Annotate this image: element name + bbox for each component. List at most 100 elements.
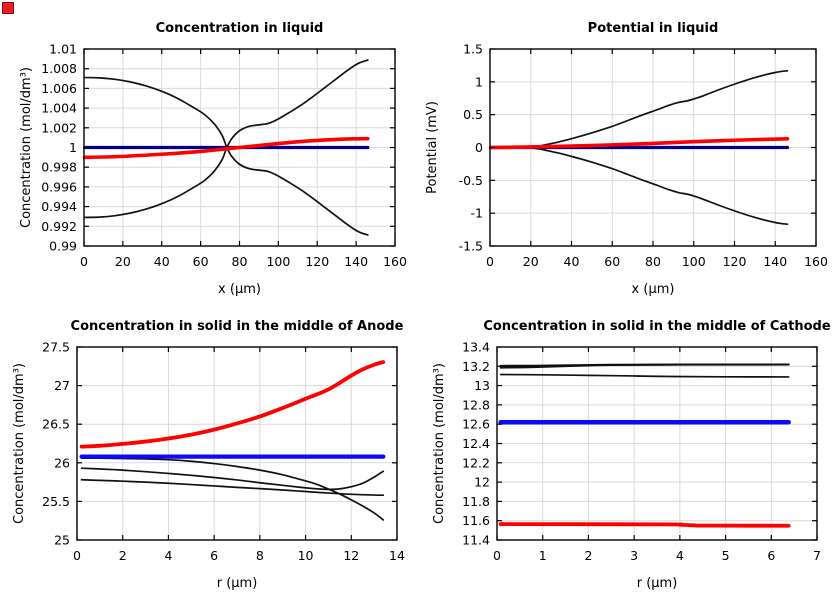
- plot-labels: 0 20 40 60 80 100 120 140 160 -1.5 -1 -0.5 0 0.5 1 1.5 P…: [425, 21, 828, 297]
- curve-black-gentle-flat: [80, 478, 385, 497]
- curve-black-valley-rising: [80, 467, 385, 491]
- x-tick-label: 5: [722, 548, 730, 563]
- x-tick-label: 120: [723, 254, 747, 269]
- curves: [79, 360, 386, 521]
- y-tick-label: 25.5: [42, 494, 70, 509]
- y-tick-label: 1.004: [41, 101, 77, 116]
- x-tick-label: 0: [493, 548, 501, 563]
- x-tick-label: 100: [682, 254, 706, 269]
- x-tick-label: 40: [154, 254, 170, 269]
- y-tick-label: 0.992: [41, 219, 77, 234]
- x-tick-label: 14: [389, 548, 405, 563]
- y-tick-label: 1: [69, 140, 77, 155]
- y-tick-label: 0.994: [41, 199, 77, 214]
- y-tick-label: 1.5: [463, 42, 483, 57]
- y-tick-label: 25: [54, 533, 70, 548]
- y-tick-label: 0: [475, 140, 483, 155]
- y-tick-label: 12.8: [462, 397, 490, 412]
- y-tick-label: 26.5: [42, 417, 70, 432]
- y-tick-label: 12: [474, 475, 490, 490]
- y-tick-label: 11.4: [462, 533, 490, 548]
- curves: [82, 59, 370, 236]
- y-axis-label: Concentration (mol/dm³): [12, 363, 27, 524]
- y-tick-label: 1.006: [41, 81, 77, 96]
- y-tick-label: 0.5: [463, 107, 483, 122]
- x-axis-label: x (μm): [632, 282, 675, 297]
- y-tick-label: 1.002: [41, 120, 77, 135]
- y-tick-label: 11.8: [462, 494, 490, 509]
- x-tick-label: 100: [266, 254, 290, 269]
- x-tick-label: 120: [305, 254, 329, 269]
- y-tick-label: 0.996: [41, 179, 77, 194]
- curve-black-top-lower: [499, 363, 790, 369]
- x-tick-label: 6: [767, 548, 775, 563]
- x-tick-label: 8: [256, 548, 264, 563]
- y-axis-label: Potential (mV): [425, 101, 440, 194]
- red-marker: [2, 2, 14, 14]
- chart-potential-in-liquid: 0 20 40 60 80 100 120 140 160 -1.5 -1 -0.5 0 0.5 1 1.5 P…: [425, 21, 828, 297]
- y-tick-label: -1: [471, 206, 483, 221]
- x-tick-label: 140: [344, 254, 368, 269]
- y-tick-label: 1: [475, 74, 483, 89]
- plot-title: Concentration in solid in the middle of …: [483, 319, 831, 334]
- y-tick-label: 12.6: [462, 417, 490, 432]
- x-tick-label: 4: [164, 548, 172, 563]
- axis-ticks: [76, 346, 398, 541]
- y-tick-label: 1.008: [41, 61, 77, 76]
- curve-black-ascending: [83, 59, 369, 219]
- y-tick-label: 27: [54, 378, 70, 393]
- y-tick-label: 26: [54, 455, 70, 470]
- curve-black-steep-descending: [80, 457, 385, 521]
- chart-concentration-solid-anode: 0 2 4 6 8 10 12 142525.52626.52727.5Concentrati…: [12, 319, 405, 591]
- curve-black-middle: [499, 373, 790, 378]
- x-tick-label: 0: [73, 548, 81, 563]
- y-tick-label: 1.01: [49, 42, 77, 57]
- curve-red-rising: [82, 136, 370, 160]
- x-tick-label: 0: [80, 254, 88, 269]
- x-tick-label: 140: [763, 254, 787, 269]
- plot-title: Concentration in liquid: [156, 21, 324, 36]
- curve-black-descending: [83, 76, 369, 236]
- plot-frame: [76, 346, 398, 541]
- x-tick-label: 6: [210, 548, 218, 563]
- x-tick-label: 7: [813, 548, 821, 563]
- plot-labels: 0 20 40 60 80 100 120 140 160 0.99 0.992 0.994 0.996…: [19, 21, 407, 297]
- plot-title: Potential in liquid: [588, 21, 719, 36]
- curve-black-upper: [489, 69, 789, 149]
- gridlines: [497, 347, 817, 540]
- y-tick-label: -0.5: [459, 173, 483, 188]
- x-axis-label: r (μm): [637, 576, 678, 591]
- curve-red-s-curve: [79, 360, 386, 449]
- curve-red-step: [498, 522, 791, 528]
- chart-concentration-solid-cathode: 0 1 2 3 4 5 6 711.411.611.81212.212.412.612.813…: [432, 319, 831, 591]
- x-tick-label: 160: [383, 254, 407, 269]
- x-tick-label: 3: [630, 548, 638, 563]
- y-tick-label: 0.99: [49, 239, 77, 254]
- chart-concentration-in-liquid: 0 20 40 60 80 100 120 140 160 0.99 0.992 0.994 0.996…: [19, 21, 407, 297]
- x-tick-label: 20: [523, 254, 539, 269]
- x-tick-label: 160: [804, 254, 828, 269]
- y-axis-label: Concentration (mol/dm³): [432, 363, 447, 524]
- y-tick-label: 13.4: [462, 340, 490, 355]
- y-tick-label: -1.5: [459, 239, 483, 254]
- curves: [488, 69, 790, 226]
- y-axis-label: Concentration (mol/dm³): [19, 67, 34, 228]
- x-tick-label: 60: [604, 254, 620, 269]
- x-axis-label: r (μm): [217, 576, 258, 591]
- x-tick-label: 60: [193, 254, 209, 269]
- x-tick-label: 4: [676, 548, 684, 563]
- x-axis-label: x (μm): [218, 282, 261, 297]
- plot-labels: 0 1 2 3 4 5 6 711.411.611.81212.212.412.612.813…: [432, 319, 831, 591]
- curve-red-rising: [488, 137, 790, 150]
- plot-labels: 0 2 4 6 8 10 12 142525.52626.52727.5Concentrati…: [12, 319, 405, 591]
- y-tick-label: 12.4: [462, 436, 490, 451]
- plot-title: Concentration in solid in the middle of …: [71, 319, 404, 334]
- y-tick-label: 0.998: [41, 160, 77, 175]
- axis-ticks: [83, 48, 396, 247]
- x-tick-label: 10: [298, 548, 314, 563]
- x-tick-label: 2: [584, 548, 592, 563]
- axis-ticks: [489, 48, 817, 247]
- y-tick-label: 11.6: [462, 513, 490, 528]
- x-tick-label: 40: [564, 254, 580, 269]
